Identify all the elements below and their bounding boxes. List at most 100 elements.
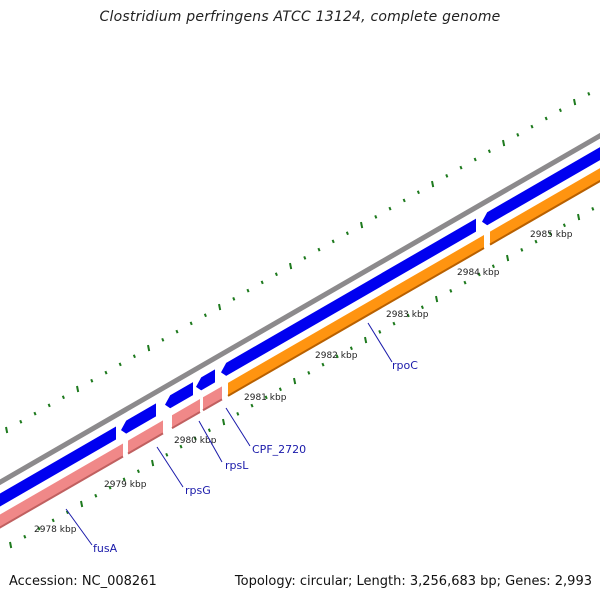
inner-tick-13 — [193, 436, 197, 441]
leader-rpoC — [367, 322, 393, 363]
outer-tick-25 — [360, 221, 364, 229]
outer-tick-23 — [331, 239, 335, 244]
gene-label-CPF_2720[interactable]: CPF_2720 — [252, 443, 306, 456]
gene-bar-rpsG-reverse-edge — [127, 432, 164, 455]
gene-bar-rpsL-forward — [165, 382, 193, 409]
inner-tick-3 — [51, 518, 55, 523]
outer-tick-30 — [431, 180, 435, 188]
forward-strand-genes — [0, 147, 600, 507]
gene-label-fusA[interactable]: fusA — [93, 542, 118, 555]
gene-label-rpsG[interactable]: rpsG — [185, 484, 211, 497]
inner-tick-7 — [108, 485, 112, 490]
backbone-line — [0, 132, 600, 486]
inner-tick-19 — [278, 387, 282, 392]
inner-tick-22 — [321, 362, 325, 367]
outer-tick-20 — [289, 262, 293, 270]
inner-tick-40 — [577, 213, 581, 221]
outer-tick-6 — [90, 378, 94, 383]
outer-tick-10 — [147, 344, 151, 352]
ruler-label-2985: 2985 kbp — [530, 230, 573, 240]
outer-tick-22 — [317, 247, 321, 252]
outer-tick-2 — [33, 411, 37, 416]
ruler-labels: 2978 kbp 2979 kbp 2980 kbp 2981 kbp 2982… — [34, 230, 573, 535]
outer-tick-39 — [558, 108, 562, 113]
inner-tick-6 — [94, 493, 98, 498]
gene-label-rpoC[interactable]: rpoC — [392, 359, 418, 372]
gene-bar-fusA-reverse-edge — [0, 455, 124, 529]
ruler-label-2979: 2979 kbp — [104, 480, 147, 490]
ruler-label-2984: 2984 kbp — [457, 268, 500, 278]
inner-tick-20 — [293, 377, 297, 385]
inner-tick-11 — [165, 452, 169, 457]
outer-tick-8 — [118, 362, 122, 367]
inner-tick-23 — [335, 354, 339, 359]
backbone-layer — [0, 132, 600, 486]
outer-tick-11 — [161, 337, 165, 342]
outer-tick-24 — [345, 231, 349, 236]
outer-tick-7 — [104, 370, 108, 375]
inner-tick-0 — [9, 541, 13, 549]
outer-tick-35 — [502, 139, 506, 147]
inner-tick-28 — [406, 313, 410, 318]
outer-tick-28 — [402, 198, 406, 203]
reverse-strand-genes — [0, 168, 600, 529]
leader-rpsG — [156, 446, 184, 488]
inner-gc-ticks — [9, 206, 595, 549]
genome-summary-text: Topology: circular; Length: 3,256,683 bp… — [234, 574, 592, 589]
gene-bar-CPF_2720-reverse — [203, 386, 222, 411]
inner-tick-33 — [477, 272, 481, 277]
ruler-label-2982: 2982 kbp — [315, 351, 358, 361]
outer-tick-4 — [61, 395, 65, 400]
inner-tick-9 — [136, 469, 140, 474]
outer-tick-40 — [573, 98, 577, 106]
inner-tick-21 — [307, 370, 311, 375]
inner-tick-36 — [520, 247, 524, 252]
leader-fusA — [65, 508, 93, 546]
gene-bar-CPF_2720-reverse-edge — [202, 398, 223, 412]
inner-tick-12 — [179, 444, 183, 449]
outer-tick-36 — [516, 132, 520, 137]
outer-gc-ticks — [5, 91, 591, 434]
gene-bar-rpoC-reverse — [228, 235, 484, 396]
outer-tick-14 — [203, 313, 207, 318]
outer-tick-34 — [487, 149, 491, 154]
outer-tick-5 — [76, 385, 80, 393]
outer-tick-26 — [374, 214, 378, 219]
gene-bar-rpoC-forward-2 — [482, 147, 600, 226]
outer-tick-21 — [303, 255, 307, 260]
inner-tick-38 — [548, 231, 552, 236]
inner-tick-37 — [534, 239, 538, 244]
inner-tick-2 — [37, 526, 41, 531]
inner-tick-15 — [222, 418, 226, 426]
outer-tick-1 — [19, 419, 23, 424]
inner-tick-10 — [151, 459, 155, 467]
gene-bar-CPF_2720-forward — [196, 369, 215, 391]
leader-CPF_2720 — [225, 407, 251, 447]
gene-labels: fusA rpsG rpsL CPF_2720 rpoC — [93, 359, 418, 555]
gene-bar-rpsL-reverse — [172, 399, 200, 429]
inner-tick-24 — [349, 346, 353, 351]
inner-tick-25 — [364, 336, 368, 344]
ruler-label-2983: 2983 kbp — [386, 310, 429, 320]
outer-tick-27 — [388, 206, 392, 211]
inner-tick-14 — [207, 428, 211, 433]
outer-tick-31 — [445, 173, 449, 178]
inner-tick-29 — [420, 305, 424, 310]
gene-label-rpsL[interactable]: rpsL — [225, 459, 249, 472]
gene-bar-rpoC-reverse-edge — [227, 247, 485, 397]
ruler-label-2978: 2978 kbp — [34, 525, 77, 535]
gene-label-leaders — [65, 322, 393, 546]
outer-tick-9 — [132, 354, 136, 359]
outer-tick-19 — [274, 272, 278, 277]
outer-tick-3 — [47, 403, 51, 408]
outer-tick-38 — [544, 116, 548, 121]
inner-tick-8 — [122, 477, 126, 482]
inner-tick-34 — [491, 264, 495, 269]
outer-tick-13 — [189, 321, 193, 326]
leader-rpsL — [198, 420, 223, 463]
outer-tick-33 — [473, 157, 477, 162]
outer-tick-37 — [530, 124, 534, 129]
gene-bar-rpsG-forward — [121, 403, 156, 434]
inner-tick-35 — [506, 254, 510, 262]
